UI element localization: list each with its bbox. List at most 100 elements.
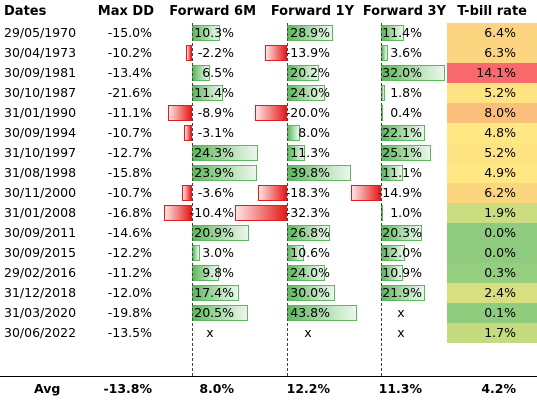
f1y-value: 28.9% <box>290 25 330 40</box>
f6m-value: -3.6% <box>197 185 234 200</box>
avg-tbill-rate: 4.2% <box>481 381 516 396</box>
f3y-value: 20.3% <box>382 225 422 240</box>
f3y-value: 21.9% <box>382 285 422 300</box>
f6m-value: -2.2% <box>197 45 234 60</box>
f6m-value: x <box>206 325 214 340</box>
date-cell: 30/09/2015 <box>4 245 77 260</box>
avg-forward-1y: 12.2% <box>286 381 330 396</box>
f1y-value: 39.8% <box>290 165 330 180</box>
f3y-value: 10.9% <box>382 265 422 280</box>
date-cell: 30/09/2011 <box>4 225 77 240</box>
max-dd-cell: -10.2% <box>107 45 152 60</box>
f6m-zero-axis <box>192 23 193 376</box>
table-row: 31/01/2008 -16.8% -10.4% -32.3% 1.0% 1.9% <box>0 203 537 223</box>
f3y-value: 1.8% <box>390 85 422 100</box>
f1y-value: -13.9% <box>285 45 330 60</box>
max-dd-cell: -10.7% <box>107 185 152 200</box>
avg-forward-3y: 11.3% <box>378 381 422 396</box>
tbill-cell: 14.1% <box>447 63 537 83</box>
max-dd-cell: -14.6% <box>107 225 152 240</box>
tbill-cell: 1.9% <box>447 203 537 223</box>
avg-max-dd: -13.8% <box>103 381 152 396</box>
f3y-value: 11.1% <box>382 165 422 180</box>
table-row: 29/02/2016 -11.2% 9.8% 24.0% 10.9% 0.3% <box>0 263 537 283</box>
f6m-value: 6.5% <box>202 65 234 80</box>
table-row: 30/09/2015 -12.2% 3.0% 10.6% 12.0% 0.0% <box>0 243 537 263</box>
max-dd-cell: -10.7% <box>107 125 152 140</box>
f6m-databar <box>186 45 192 61</box>
f1y-value: -18.3% <box>285 185 330 200</box>
f6m-value: -8.9% <box>197 105 234 120</box>
date-cell: 30/09/1981 <box>4 65 77 80</box>
f6m-value: 20.5% <box>194 305 234 320</box>
f3y-value: 3.6% <box>390 45 422 60</box>
table-row: 30/06/2022 -13.5% x x x 1.7% <box>0 323 537 343</box>
f6m-databar <box>183 125 192 141</box>
max-dd-cell: -12.7% <box>107 145 152 160</box>
date-cell: 31/01/1990 <box>4 105 77 120</box>
table-row: 30/09/1994 -10.7% -3.1% 8.0% 22.1% 4.8% <box>0 123 537 143</box>
f3y-databar <box>351 185 381 201</box>
tbill-cell: 6.3% <box>447 43 537 63</box>
table-row: 31/12/2018 -12.0% 17.4% 30.0% 21.9% 2.4% <box>0 283 537 303</box>
max-dd-cell: -15.8% <box>107 165 152 180</box>
date-cell: 31/01/2008 <box>4 205 77 220</box>
avg-label: Avg <box>34 381 61 396</box>
f6m-value: 10.3% <box>194 25 234 40</box>
f6m-value: -3.1% <box>197 125 234 140</box>
f1y-value: 11.3% <box>290 145 330 160</box>
tbill-cell: 0.0% <box>447 243 537 263</box>
max-dd-cell: -13.4% <box>107 65 152 80</box>
f1y-value: 24.0% <box>290 85 330 100</box>
f3y-value: -14.9% <box>377 185 422 200</box>
f6m-value: 20.9% <box>194 225 234 240</box>
f1y-zero-axis <box>287 23 288 376</box>
date-cell: 29/02/2016 <box>4 265 77 280</box>
f1y-databar <box>255 105 287 121</box>
f6m-value: 3.0% <box>202 245 234 260</box>
f1y-value: 30.0% <box>290 285 330 300</box>
f3y-value: 12.0% <box>382 245 422 260</box>
header-dates: Dates <box>4 4 47 19</box>
f1y-databar <box>235 205 287 221</box>
header-forward-1y: Forward 1Y <box>270 4 354 19</box>
f3y-value: x <box>397 325 405 340</box>
tbill-cell: 6.2% <box>447 183 537 203</box>
f6m-databar <box>182 185 192 201</box>
f1y-value: x <box>304 325 312 340</box>
date-cell: 30/11/2000 <box>4 185 77 200</box>
tbill-cell: 6.4% <box>447 23 537 43</box>
max-dd-cell: -11.1% <box>107 105 152 120</box>
tbill-cell: 8.0% <box>447 103 537 123</box>
tbill-cell: 5.2% <box>447 143 537 163</box>
max-dd-cell: -21.6% <box>107 85 152 100</box>
table-row: 30/04/1973 -10.2% -2.2% -13.9% 3.6% 6.3% <box>0 43 537 63</box>
f1y-value: 43.8% <box>290 305 330 320</box>
max-dd-cell: -16.8% <box>107 205 152 220</box>
tbill-cell: 2.4% <box>447 283 537 303</box>
f6m-value: 9.8% <box>202 265 234 280</box>
f1y-value: 20.2% <box>290 65 330 80</box>
f3y-value: 11.4% <box>382 25 422 40</box>
f3y-value: x <box>397 305 405 320</box>
tbill-cell: 4.8% <box>447 123 537 143</box>
max-dd-cell: -12.2% <box>107 245 152 260</box>
table-row: 29/05/1970 -15.0% 10.3% 28.9% 11.4% 6.4% <box>0 23 537 43</box>
f1y-value: -20.0% <box>285 105 330 120</box>
f3y-value: 1.0% <box>390 205 422 220</box>
f6m-value: 24.3% <box>194 145 234 160</box>
date-cell: 30/06/2022 <box>4 325 77 340</box>
max-dd-cell: -19.8% <box>107 305 152 320</box>
table-row: 30/10/1987 -21.6% 11.4% 24.0% 1.8% 5.2% <box>0 83 537 103</box>
table-row: 31/08/1998 -15.8% 23.9% 39.8% 11.1% 4.9% <box>0 163 537 183</box>
max-dd-cell: -11.2% <box>107 265 152 280</box>
date-cell: 31/10/1997 <box>4 145 77 160</box>
date-cell: 31/12/2018 <box>4 285 77 300</box>
header-max-dd: Max DD <box>97 4 154 19</box>
tbill-cell: 0.1% <box>447 303 537 323</box>
header-forward-3y: Forward 3Y <box>362 4 446 19</box>
f6m-value: 11.4% <box>194 85 234 100</box>
f6m-value: -10.4% <box>189 205 234 220</box>
f3y-value: 25.1% <box>382 145 422 160</box>
